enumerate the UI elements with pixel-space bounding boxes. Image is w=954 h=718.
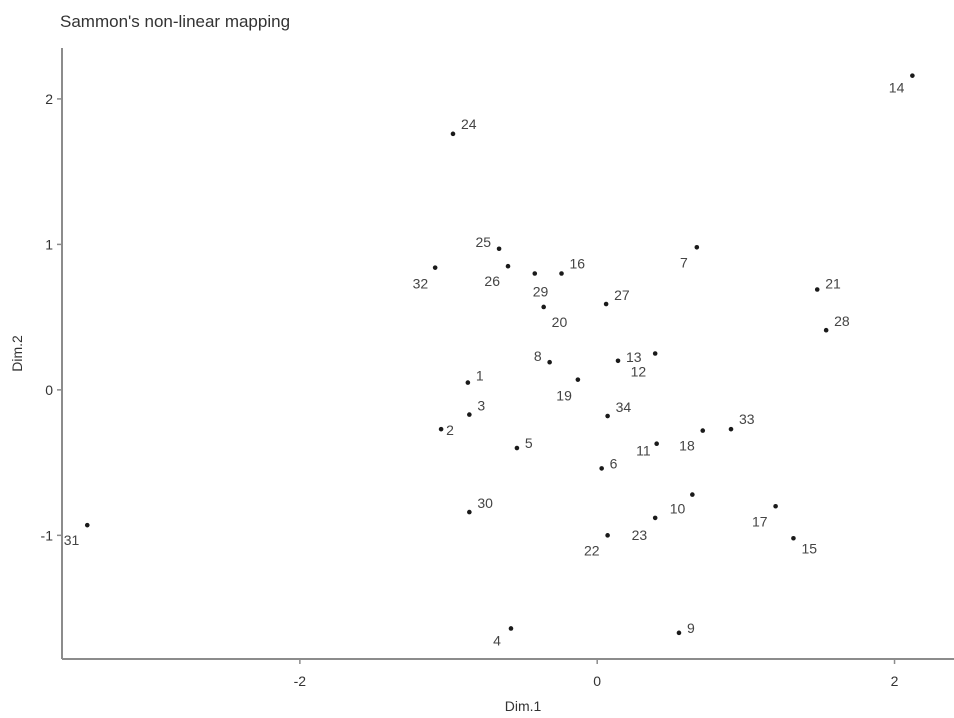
point-label-7: 7 — [680, 254, 688, 270]
point-label-3: 3 — [477, 398, 485, 414]
x-tick-label: 0 — [593, 673, 601, 689]
data-points — [84, 73, 915, 636]
data-point-20 — [541, 304, 546, 310]
data-point-11 — [654, 441, 659, 446]
data-point-19 — [575, 377, 581, 382]
data-point-21 — [814, 287, 820, 292]
point-labels: 1234567891011121314151617181920212223242… — [64, 80, 905, 649]
data-point-13 — [615, 358, 621, 364]
point-label-5: 5 — [525, 435, 533, 451]
y-tick-label: 0 — [45, 382, 53, 398]
data-point-16 — [559, 271, 564, 276]
point-label-16: 16 — [570, 255, 586, 271]
data-point-9 — [676, 630, 682, 636]
point-label-25: 25 — [476, 234, 492, 250]
data-point-18 — [700, 428, 706, 433]
point-label-22: 22 — [584, 542, 600, 558]
point-label-18: 18 — [679, 438, 695, 454]
point-label-30: 30 — [477, 495, 493, 511]
data-point-23 — [652, 515, 658, 521]
data-point-4 — [508, 626, 514, 631]
point-label-19: 19 — [556, 388, 572, 404]
point-label-21: 21 — [825, 275, 841, 291]
data-point-8 — [547, 359, 552, 365]
point-label-2: 2 — [446, 422, 454, 438]
data-point-32 — [432, 265, 438, 270]
data-point-24 — [450, 131, 456, 137]
point-label-15: 15 — [801, 540, 817, 556]
data-point-15 — [791, 535, 796, 541]
point-label-28: 28 — [834, 313, 850, 329]
y-tick-label: 2 — [45, 91, 53, 107]
point-label-29: 29 — [533, 283, 549, 299]
y-axis-title: Dim.2 — [9, 335, 25, 372]
data-point-17 — [773, 503, 778, 509]
y-tick-label: 1 — [45, 236, 53, 252]
data-point-28 — [823, 327, 829, 333]
data-point-27 — [603, 301, 609, 307]
point-label-24: 24 — [461, 116, 477, 132]
chart-title: Sammon's non-linear mapping — [60, 12, 290, 31]
data-point-26 — [505, 263, 511, 269]
point-label-34: 34 — [616, 399, 632, 415]
x-tick-label: 2 — [891, 673, 899, 689]
data-point-29 — [532, 271, 538, 276]
point-label-31: 31 — [64, 532, 80, 548]
point-label-14: 14 — [889, 80, 905, 96]
x-axis-title: Dim.1 — [505, 698, 542, 714]
point-label-20: 20 — [552, 314, 568, 330]
data-point-3 — [467, 412, 472, 417]
point-label-32: 32 — [413, 276, 429, 292]
point-label-8: 8 — [534, 348, 542, 364]
point-label-26: 26 — [484, 273, 500, 289]
axes — [61, 48, 954, 660]
data-point-6 — [599, 466, 604, 471]
point-label-1: 1 — [476, 368, 484, 384]
point-label-23: 23 — [632, 527, 648, 543]
data-point-22 — [605, 533, 610, 538]
x-tick-label: -2 — [294, 673, 307, 689]
point-label-9: 9 — [687, 620, 695, 636]
data-point-34 — [605, 413, 610, 419]
point-label-6: 6 — [610, 455, 618, 471]
point-label-10: 10 — [670, 501, 686, 517]
data-point-5 — [514, 445, 520, 451]
y-tick-label: -1 — [41, 527, 54, 543]
data-point-10 — [690, 492, 695, 497]
point-label-12: 12 — [631, 364, 647, 380]
data-point-14 — [910, 73, 915, 78]
point-label-4: 4 — [493, 632, 501, 648]
point-label-13: 13 — [626, 349, 642, 365]
point-label-17: 17 — [752, 513, 768, 529]
data-point-1 — [465, 380, 471, 385]
data-point-33 — [728, 426, 734, 432]
data-point-7 — [694, 245, 700, 250]
data-point-25 — [496, 246, 502, 252]
data-point-31 — [84, 522, 90, 528]
data-point-2 — [438, 426, 444, 432]
data-point-30 — [467, 509, 472, 515]
point-label-33: 33 — [739, 411, 755, 427]
data-point-12 — [652, 351, 658, 356]
point-label-11: 11 — [636, 443, 651, 459]
point-label-27: 27 — [614, 287, 630, 303]
